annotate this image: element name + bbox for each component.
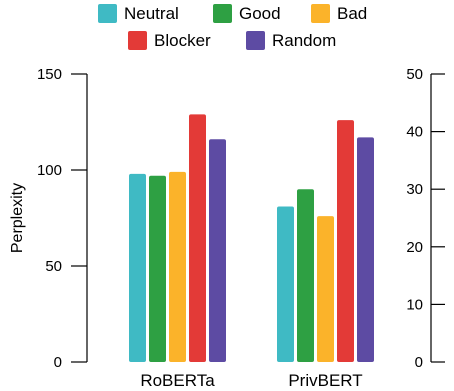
legend-label-neutral: Neutral [124, 4, 179, 23]
right-tick-label: 40 [406, 124, 423, 141]
legend-swatch-good [213, 4, 232, 23]
category-label: RoBERTa [140, 371, 215, 390]
right-y-axis: 0 10 20 30 40 50 [406, 66, 445, 371]
legend-label-bad: Bad [337, 4, 367, 23]
category-labels: RoBERTa PrivBERT [140, 371, 362, 390]
right-tick-label: 30 [406, 181, 423, 198]
legend-swatch-blocker [128, 31, 147, 50]
legend-swatch-bad [311, 4, 330, 23]
bar-blocker-privbert [337, 120, 354, 362]
bar-neutral-privbert [277, 206, 294, 362]
bar-good-privbert [297, 189, 314, 362]
legend-swatch-random [246, 31, 265, 50]
bar-bad-roberta [169, 171, 186, 362]
right-tick-label: 10 [406, 296, 423, 313]
left-tick-label: 150 [37, 66, 62, 83]
left-y-axis: 0 50 100 150 [37, 66, 88, 371]
right-tick-label: 0 [415, 354, 423, 371]
category-label: PrivBERT [288, 371, 362, 390]
bar-blocker-roberta [189, 114, 206, 362]
right-tick-label: 50 [406, 66, 423, 83]
bar-bad-privbert [317, 216, 334, 362]
bar-random-privbert [357, 137, 374, 362]
bars [129, 114, 374, 362]
legend-swatch-neutral [98, 4, 117, 23]
legend-label-good: Good [239, 4, 281, 23]
bar-neutral-roberta [129, 173, 146, 362]
legend-label-blocker: Blocker [154, 31, 211, 50]
left-tick-label: 100 [37, 162, 62, 179]
left-tick-label: 50 [45, 258, 62, 275]
y-axis-title: Perplexity [9, 183, 26, 253]
left-tick-label: 0 [54, 354, 62, 371]
legend-label-random: Random [272, 31, 336, 50]
bar-good-roberta [149, 175, 166, 362]
right-tick-label: 20 [406, 239, 423, 256]
bar-random-roberta [209, 139, 226, 362]
legend: Neutral Good Bad Blocker Random [98, 4, 367, 50]
